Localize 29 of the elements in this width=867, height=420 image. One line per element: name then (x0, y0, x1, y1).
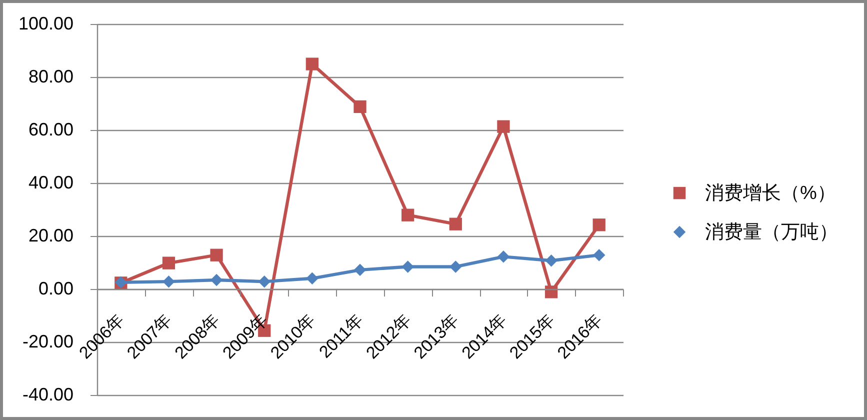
y-tick-label: 40.00 (28, 172, 74, 192)
point (545, 254, 558, 267)
point (592, 218, 606, 232)
y-tick-label: 60.00 (28, 120, 74, 140)
point (162, 275, 175, 288)
point (497, 120, 510, 133)
point (449, 218, 462, 230)
point (210, 248, 223, 262)
y-tick-label: 100.00 (18, 14, 74, 34)
point (354, 100, 366, 114)
point (162, 256, 176, 270)
point (258, 275, 270, 288)
point (402, 260, 414, 273)
point (497, 250, 510, 263)
point (592, 248, 606, 262)
y-tick-label: 80.00 (28, 66, 74, 86)
point (401, 208, 414, 222)
point (210, 274, 223, 286)
y-tick-label: -40.00 (22, 384, 74, 404)
point (354, 264, 366, 276)
point (306, 272, 318, 285)
point (306, 58, 319, 70)
y-tick-label: 20.00 (28, 226, 74, 246)
legend-label: 消费增长（%） (705, 183, 836, 204)
legend-label: 消费量（万吨） (705, 222, 838, 244)
point (544, 286, 558, 298)
y-tick-label: 0.00 (38, 278, 74, 298)
point (450, 260, 462, 273)
y-tick-label: -20.00 (22, 332, 74, 352)
